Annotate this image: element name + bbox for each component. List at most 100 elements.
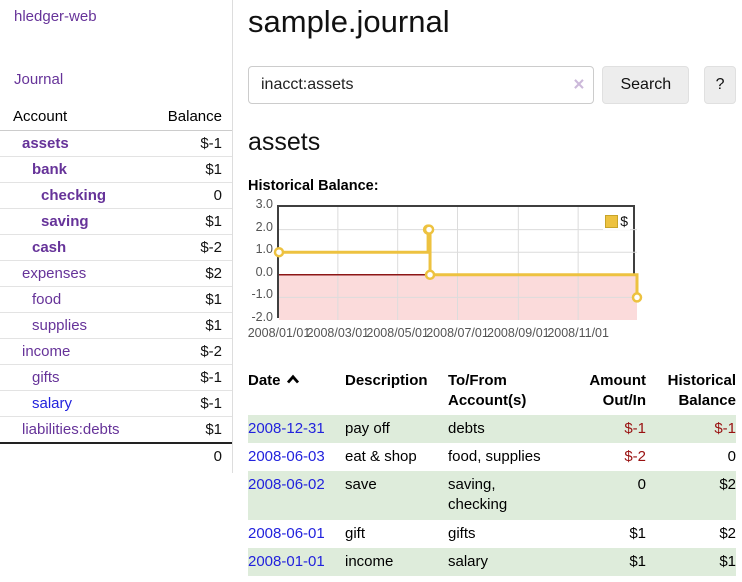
account-link[interactable]: salary <box>32 395 73 412</box>
account-link[interactable]: gifts <box>32 369 60 386</box>
account-balance: $1 <box>150 208 232 235</box>
account-balance: 0 <box>150 182 232 209</box>
help-button[interactable]: ? <box>704 66 736 104</box>
y-tick-label: -1.0 <box>251 287 273 302</box>
accounts-total-spacer <box>0 442 151 469</box>
register-header-description: Description <box>345 372 428 389</box>
main-panel: sample.journal × Search ? assets Histori… <box>248 0 736 576</box>
page-title: sample.journal <box>248 4 450 39</box>
transaction-amount: $1 <box>629 524 646 542</box>
transaction-date-link[interactable]: 2008-06-02 <box>248 476 325 493</box>
y-tick-label: 0.0 <box>255 264 273 279</box>
y-tick-label: 1.0 <box>255 242 273 257</box>
transaction-description: eat & shop <box>345 447 417 465</box>
account-balance: $-1 <box>150 364 232 391</box>
transaction-accounts: food, supplies <box>448 447 541 465</box>
y-tick-label: -2.0 <box>251 310 273 324</box>
account-link[interactable]: liabilities:debts <box>22 421 120 438</box>
transaction-amount: 0 <box>637 476 646 493</box>
account-link[interactable]: saving <box>41 213 89 230</box>
transaction-accounts: gifts <box>448 524 476 542</box>
account-link[interactable]: food <box>32 291 62 308</box>
x-tick-label: 2008/03/01 <box>306 326 370 340</box>
register-header-row: Date Description To/From Account(s) Amou… <box>248 368 736 415</box>
register-row: 2008-06-02 save saving, checking 0 $2 <box>248 471 736 520</box>
account-heading: assets <box>248 128 321 156</box>
transaction-date-link[interactable]: 2008-12-31 <box>248 419 325 437</box>
x-tick-label: 2008/09/01 <box>487 326 550 340</box>
transaction-amount: $-1 <box>624 419 646 437</box>
search-form: × Search ? <box>248 66 736 104</box>
account-link[interactable]: cash <box>32 239 67 256</box>
chart-y-axis: 3.0 2.0 1.0 0.0 -1.0 -2.0 <box>248 197 273 324</box>
account-row: expenses $2 <box>0 260 232 287</box>
transaction-date-link[interactable]: 2008-01-01 <box>248 552 325 570</box>
transaction-description: income <box>345 552 394 570</box>
account-balance: $-1 <box>150 130 232 157</box>
register-table-body: 2008-12-31 pay off debts $-1 $-1 2008-06-03 ea… <box>248 414 736 576</box>
transaction-accounts: salary <box>448 552 489 570</box>
accounts-header-account: Account <box>0 104 151 131</box>
x-tick-label: 2008/07/01 <box>426 326 489 340</box>
search-input[interactable] <box>248 66 595 104</box>
x-tick-label: 2008/11/01 <box>547 326 609 340</box>
account-row: supplies $1 <box>0 312 232 339</box>
legend-swatch-icon <box>605 214 619 228</box>
transaction-accounts: saving, checking <box>448 476 508 514</box>
account-row: salary $-1 <box>0 390 232 417</box>
account-balance: $-1 <box>150 390 232 417</box>
historical-balance-chart: 3.0 2.0 1.0 0.0 -1.0 -2.0 $ 2008/01/01 2008/03… <box>248 197 736 346</box>
sidebar-item-journal[interactable]: Journal <box>14 71 64 88</box>
transaction-description: gift <box>345 524 366 542</box>
transaction-description: pay off <box>345 419 390 437</box>
account-link[interactable]: bank <box>32 161 68 178</box>
account-link[interactable]: assets <box>22 135 69 152</box>
x-tick-label: 2008/05/01 <box>366 326 429 340</box>
sidebar: hledger-web Journal Account Balance asse… <box>0 0 233 473</box>
register-header-amount: Amount Out/In <box>589 372 646 410</box>
transaction-balance: $2 <box>719 524 736 542</box>
account-row: checking 0 <box>0 182 232 209</box>
accounts-total-value: 0 <box>150 442 232 469</box>
account-row: food $1 <box>0 286 232 313</box>
chart-plot-area[interactable]: $ <box>273 205 643 320</box>
app-brand-link[interactable]: hledger-web <box>14 8 97 25</box>
accounts-table: Account Balance assets $-1 bank $1 checking 0… <box>0 104 232 469</box>
account-balance: $-2 <box>150 338 232 365</box>
account-balance: $1 <box>150 156 232 183</box>
sort-ascending-icon <box>286 371 300 391</box>
transaction-balance: $1 <box>719 552 736 570</box>
account-balance: $1 <box>150 286 232 313</box>
register-table: Date Description To/From Account(s) Amou… <box>248 368 736 576</box>
account-link[interactable]: income <box>22 343 71 360</box>
account-link[interactable]: expenses <box>22 265 87 282</box>
account-row: saving $1 <box>0 208 232 235</box>
register-row: 2008-06-03 eat & shop food, supplies $-2 0 <box>248 443 736 471</box>
account-balance: $-2 <box>150 234 232 261</box>
register-row: 2008-06-01 gift gifts $1 $2 <box>248 520 736 548</box>
search-button[interactable]: Search <box>602 66 690 104</box>
register-row: 2008-12-31 pay off debts $-1 $-1 <box>248 414 736 443</box>
transaction-balance: $2 <box>719 476 736 493</box>
transaction-balance: 0 <box>727 447 736 465</box>
register-row: 2008-01-01 income salary $1 $1 <box>248 547 736 576</box>
account-row: bank $1 <box>0 156 232 183</box>
y-tick-label: 3.0 <box>255 197 273 211</box>
transaction-balance: $-1 <box>714 419 736 437</box>
chart-legend: $ <box>603 212 630 230</box>
accounts-total-row: 0 <box>0 442 232 469</box>
account-link[interactable]: checking <box>41 187 107 204</box>
account-row: gifts $-1 <box>0 364 232 391</box>
clear-search-icon[interactable]: × <box>573 74 585 96</box>
register-header-date[interactable]: Date <box>248 368 345 415</box>
transaction-date-link[interactable]: 2008-06-01 <box>248 524 325 542</box>
accounts-header-balance: Balance <box>150 104 232 131</box>
accounts-table-body: assets $-1 bank $1 checking 0 saving $1 cash $-2 e… <box>0 130 232 444</box>
transaction-date-link[interactable]: 2008-06-03 <box>248 447 325 465</box>
account-balance: $1 <box>150 416 232 444</box>
account-link[interactable]: supplies <box>32 317 88 334</box>
accounts-table-header: Account Balance <box>0 104 232 131</box>
transaction-accounts: debts <box>448 419 485 437</box>
chart-canvas <box>273 207 643 320</box>
register-header-accounts: To/From Account(s) <box>448 372 527 410</box>
